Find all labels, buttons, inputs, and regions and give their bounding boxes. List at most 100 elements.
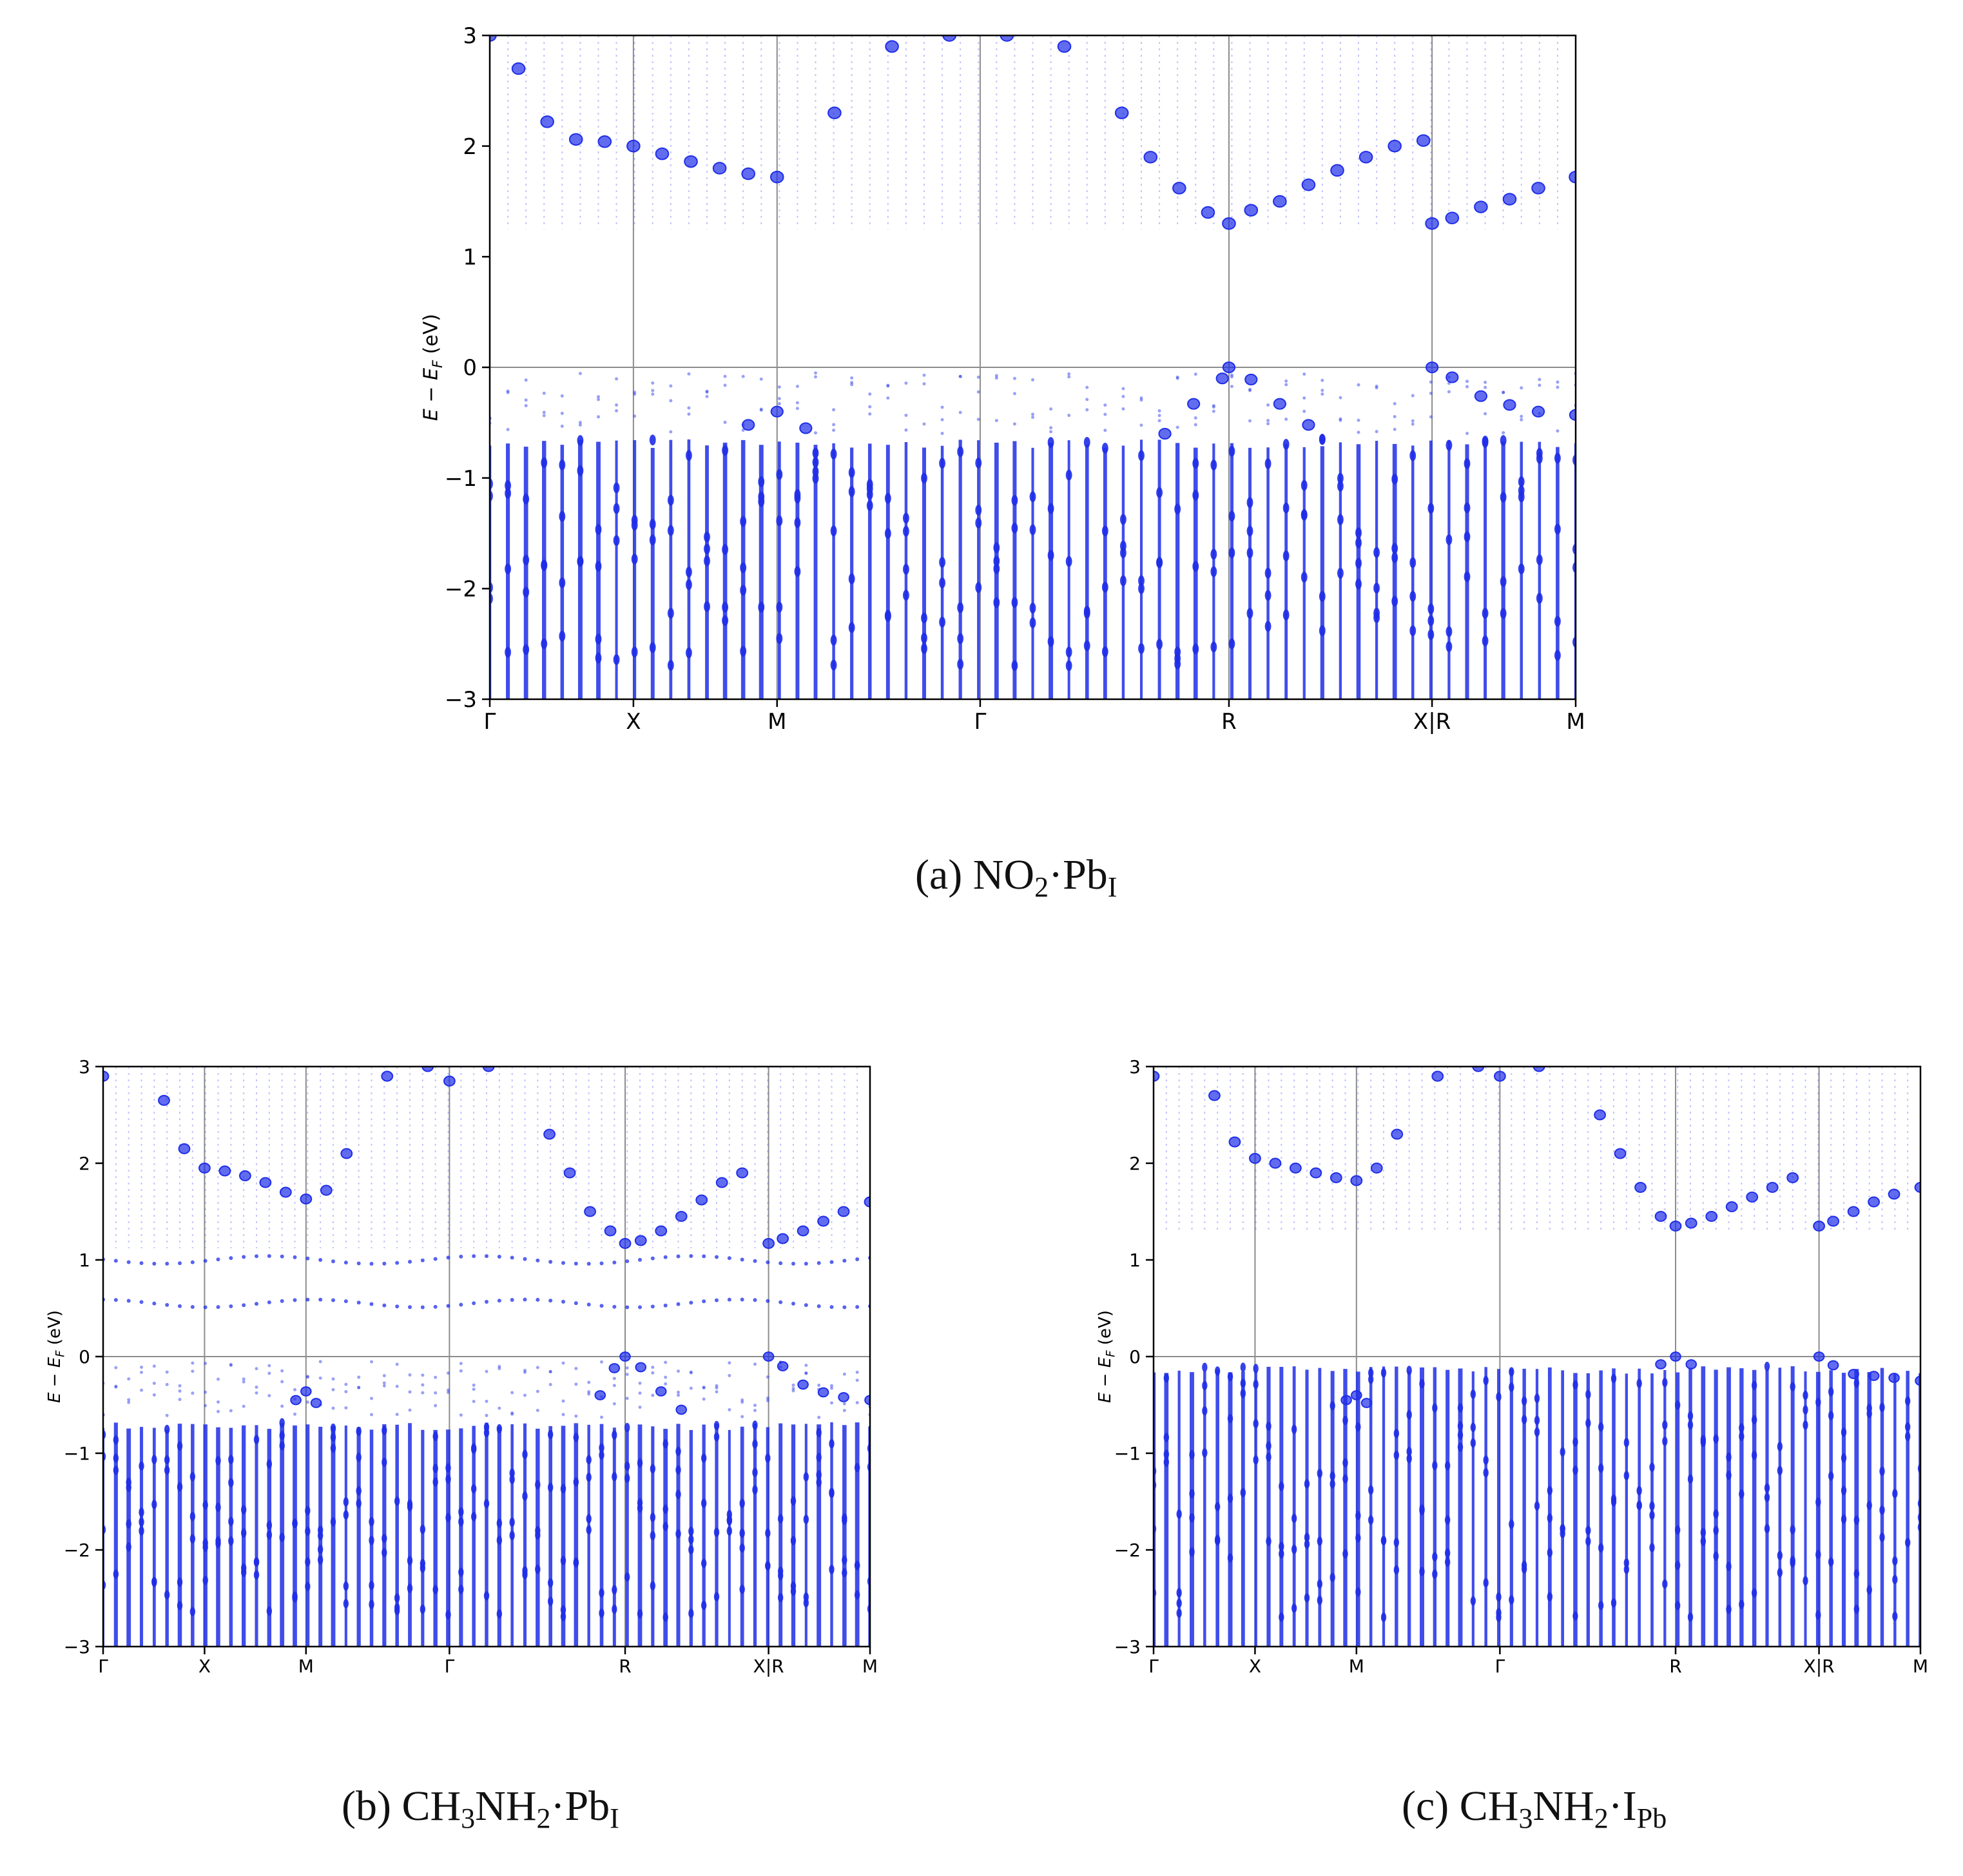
valence-band-point	[957, 446, 964, 458]
valence-band-point	[509, 1468, 515, 1478]
valence-band-point	[1210, 566, 1217, 577]
valence-band-point	[816, 1478, 822, 1487]
valence-band-point	[1411, 394, 1415, 398]
defect-level-point	[472, 1254, 476, 1259]
valence-band-point	[1406, 1366, 1412, 1375]
conduction-band-point	[482, 1067, 495, 1072]
valence-band-point	[728, 1408, 731, 1412]
valence-band-point	[667, 525, 674, 536]
valence-band-point	[421, 1373, 425, 1377]
valence-band-point	[687, 372, 691, 376]
valence-band-point	[559, 577, 566, 588]
defect-level-point	[343, 1299, 348, 1304]
defect-level-point	[433, 1304, 438, 1309]
valence-band-point	[975, 582, 982, 594]
valence-band-point	[713, 1432, 720, 1442]
valence-band-point	[752, 1439, 758, 1449]
valence-band-point	[855, 1378, 859, 1382]
valence-band-point	[753, 1404, 757, 1407]
caption-subscript: I	[1107, 871, 1117, 903]
valence-band-point	[547, 1578, 554, 1588]
valence-band-point	[615, 403, 619, 407]
valence-band-point	[814, 431, 817, 435]
defect-level-point	[356, 1301, 361, 1305]
y-tick-label: −3	[445, 687, 477, 713]
valence-band-point	[1139, 423, 1143, 427]
valence-band-point	[993, 542, 1000, 554]
x-tick-label: X	[198, 1656, 211, 1677]
valence-band-point	[1790, 1525, 1795, 1534]
valence-band-point	[866, 483, 873, 494]
valence-band-point	[280, 1380, 284, 1384]
valence-band-point	[1598, 1463, 1604, 1473]
valence-band-point	[804, 1364, 808, 1368]
valence-band-point	[255, 1367, 258, 1371]
valence-band-point	[1432, 1569, 1438, 1579]
valence-band-point	[599, 1443, 604, 1453]
valence-band-point	[715, 1390, 719, 1394]
valence-band-point	[976, 375, 980, 379]
valence-band-point	[830, 1386, 833, 1390]
valence-band-point	[434, 1404, 438, 1407]
y-axis-label: E − EF (eV)	[420, 314, 445, 421]
valence-band-point	[1427, 615, 1435, 626]
valence-band-point	[407, 1556, 413, 1565]
valence-band-point	[432, 1431, 438, 1442]
valence-band-point	[470, 1512, 477, 1522]
valence-band-point	[740, 1400, 744, 1404]
valence-band-point	[1176, 1588, 1182, 1598]
valence-band-point	[127, 1400, 131, 1404]
valence-band-point	[574, 1414, 578, 1418]
valence-band-point	[1560, 1447, 1565, 1457]
valence-band-point	[922, 373, 926, 377]
valence-band-point	[625, 1366, 629, 1370]
conduction-band-point	[1201, 206, 1215, 219]
valence-band-point	[1866, 1404, 1872, 1413]
defect-level-point	[369, 1302, 374, 1306]
valence-band-point	[559, 510, 566, 522]
valence-band-point	[1029, 491, 1036, 503]
valence-band-point	[957, 659, 964, 670]
valence-band-point	[1764, 1523, 1770, 1534]
valence-band-point	[739, 1543, 745, 1553]
valence-band-point	[1230, 373, 1233, 377]
valence-band-point	[1264, 621, 1272, 632]
valence-band-point	[1202, 1362, 1208, 1372]
valence-band-point	[1444, 1557, 1451, 1567]
caption-text: NO	[972, 851, 1035, 898]
valence-band-point	[830, 449, 837, 459]
conduction-band-point	[563, 1167, 576, 1179]
valence-band-point	[650, 1464, 656, 1474]
conduction-band-point	[1431, 1070, 1444, 1082]
valence-band-point	[523, 586, 530, 598]
valence-band-point	[447, 1388, 450, 1392]
defect-level-point	[126, 1299, 131, 1303]
valence-band-point	[330, 1432, 336, 1442]
x-tick-label: X|R	[1804, 1656, 1835, 1677]
valence-band-point	[548, 1382, 552, 1386]
valence-band-point	[1427, 503, 1435, 514]
valence-band-point	[816, 1470, 822, 1480]
valence-band-point	[1240, 1362, 1246, 1372]
valence-band-point	[677, 1393, 680, 1397]
valence-band-point	[1355, 578, 1362, 590]
defect-level-point	[395, 1304, 400, 1309]
valence-band-point	[1853, 1378, 1860, 1388]
valence-band-point	[151, 1455, 157, 1464]
valence-band-point	[1409, 625, 1417, 637]
valence-band-point	[408, 1373, 412, 1377]
caption-text: ·I	[1608, 1783, 1637, 1830]
defect-level-point	[715, 1255, 719, 1259]
valence-band-point	[1803, 1405, 1808, 1415]
caption-subscript: 2	[536, 1803, 551, 1834]
x-tick-label: M	[862, 1656, 878, 1677]
valence-band-point	[1554, 615, 1561, 627]
valence-band-point	[922, 382, 926, 386]
valence-band-point	[1509, 1382, 1514, 1392]
valence-band-point	[357, 1386, 361, 1389]
conduction-band-point	[490, 35, 497, 42]
valence-band-point	[356, 1453, 362, 1462]
y-tick-label: 3	[1129, 1056, 1141, 1078]
valence-band-point	[382, 1457, 387, 1467]
conduction-band-point	[540, 115, 554, 128]
